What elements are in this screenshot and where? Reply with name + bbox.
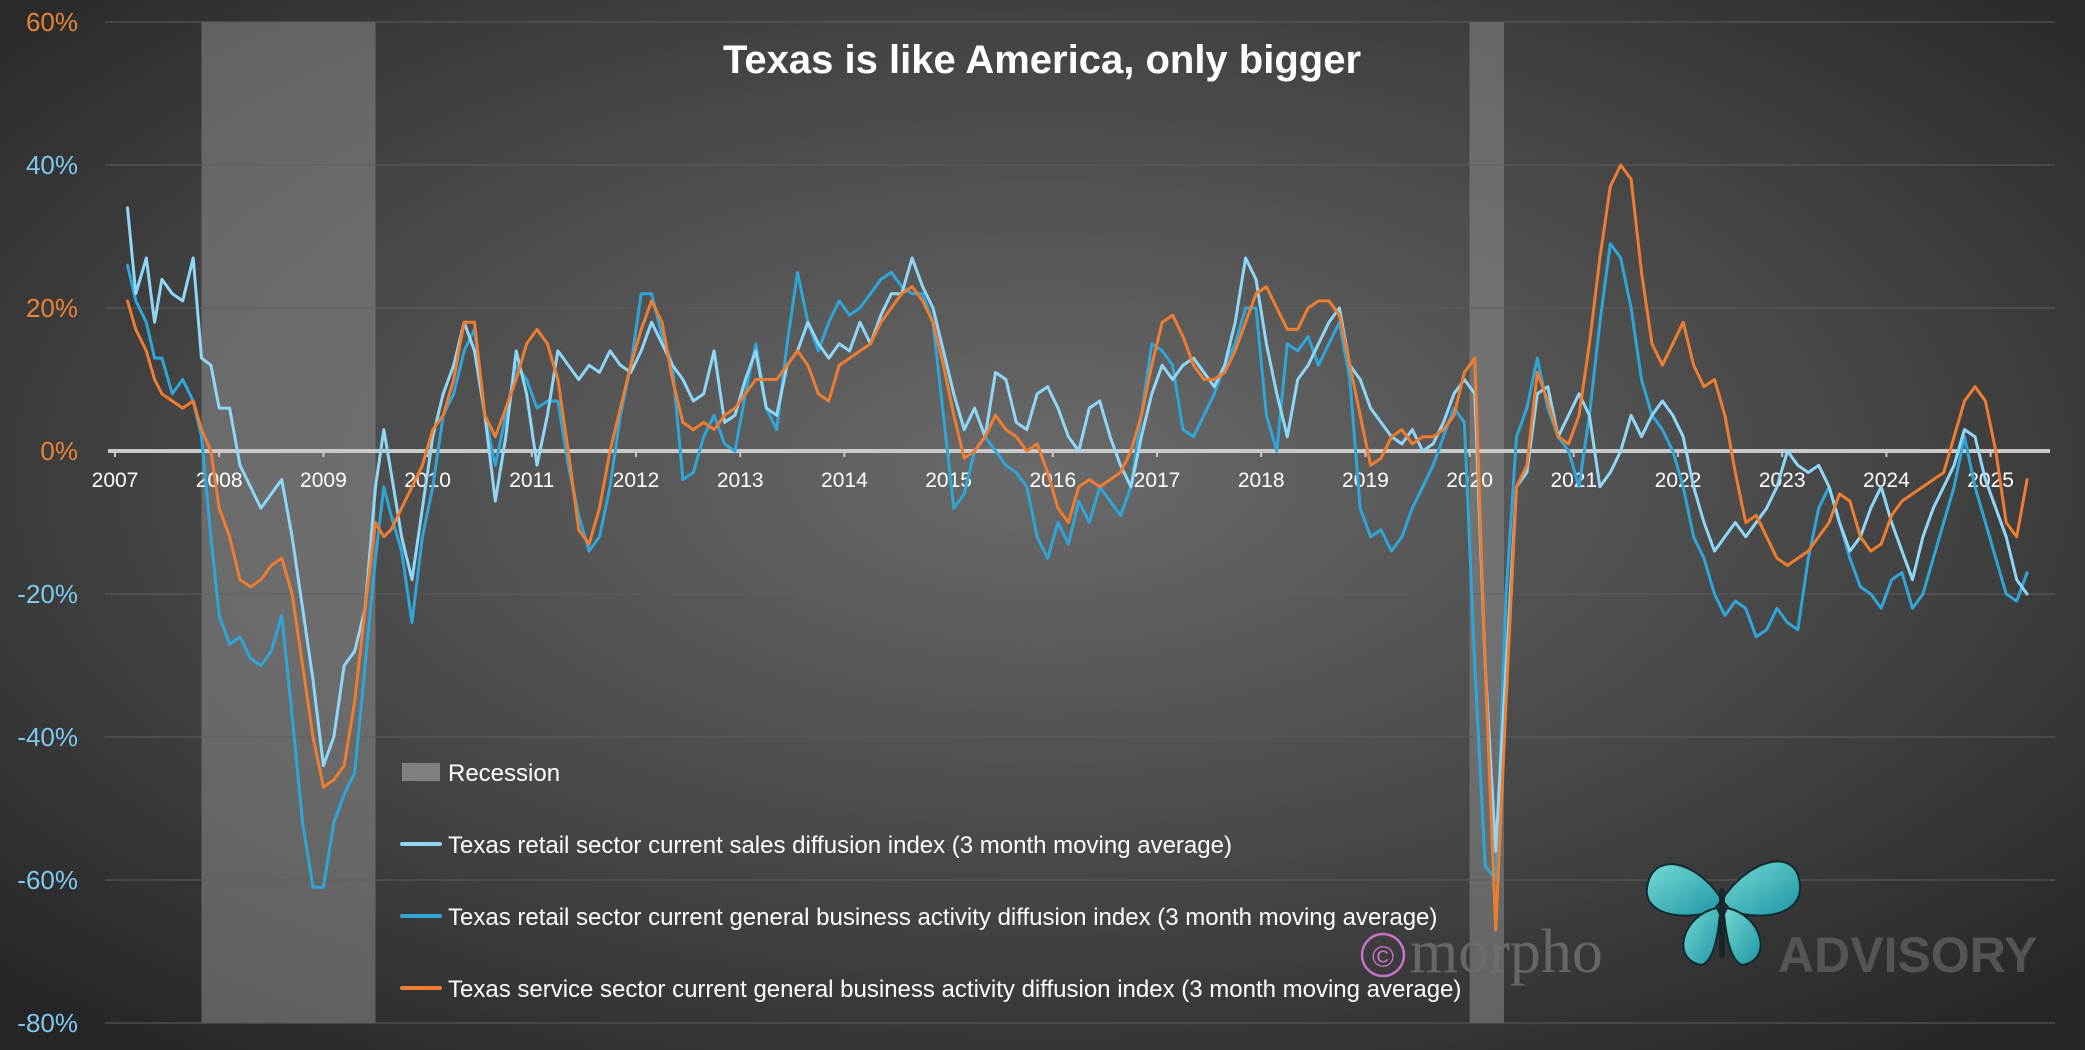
- y-tick-label: 20%: [26, 293, 78, 323]
- legend: Recession Texas retail sector current sal…: [400, 760, 1461, 1003]
- series-line-2: [126, 242, 2029, 889]
- x-tick-label: 2014: [821, 469, 868, 492]
- x-axis-ticks: 2007 2008 2009 2010 2011 2012 2013 2014 2015 2016…: [92, 451, 2014, 492]
- y-tick-label: -60%: [17, 865, 78, 895]
- watermark: © morpho ADVISORY: [1360, 860, 2037, 986]
- legend-label: Recession: [448, 760, 560, 787]
- x-tick-label: 2018: [1238, 469, 1285, 492]
- legend-label: Texas retail sector current general busi…: [448, 904, 1437, 931]
- y-tick-label: 40%: [26, 150, 78, 180]
- x-tick-label: 2013: [717, 469, 764, 492]
- legend-label: Texas service sector current general bus…: [448, 976, 1461, 1003]
- x-tick-label: 2023: [1759, 469, 1806, 492]
- y-tick-label: 0%: [40, 436, 78, 466]
- y-axis-ticks: 60% 40% 20% 0% -20% -40% -60% -80%: [17, 7, 78, 1038]
- series-line-1: [126, 206, 2029, 853]
- x-tick-label: 2021: [1550, 469, 1597, 492]
- x-tick-label: 2015: [925, 469, 972, 492]
- legend-label: Texas retail sector current sales diffus…: [448, 832, 1232, 859]
- watermark-brand: morpho: [1410, 918, 1603, 986]
- chart-title: Texas is like America, only bigger: [723, 38, 1361, 82]
- x-tick-label: 2017: [1134, 469, 1181, 492]
- x-tick-label: 2020: [1446, 469, 1493, 492]
- x-tick-label: 2012: [613, 469, 660, 492]
- legend-swatch-recession: [402, 763, 440, 781]
- series-line-3: [126, 163, 2029, 932]
- x-tick-label: 2007: [92, 469, 139, 492]
- x-tick-label: 2009: [300, 469, 347, 492]
- series-layer: [126, 163, 2029, 932]
- copyright-symbol: ©: [1372, 941, 1394, 974]
- x-tick-label: 2024: [1863, 469, 1910, 492]
- y-tick-label: -40%: [17, 722, 78, 752]
- x-tick-label: 2016: [1029, 469, 1076, 492]
- butterfly-logo: [1645, 860, 1802, 967]
- x-tick-label: 2011: [509, 469, 554, 492]
- y-tick-label: 60%: [26, 7, 78, 37]
- copyright-circle: [1360, 932, 1406, 978]
- x-tick-label: 2008: [196, 469, 243, 492]
- y-tick-label: -20%: [17, 579, 78, 609]
- x-tick-label: 2019: [1342, 469, 1389, 492]
- y-tick-label: -80%: [17, 1008, 78, 1038]
- watermark-suffix: ADVISORY: [1778, 927, 2037, 983]
